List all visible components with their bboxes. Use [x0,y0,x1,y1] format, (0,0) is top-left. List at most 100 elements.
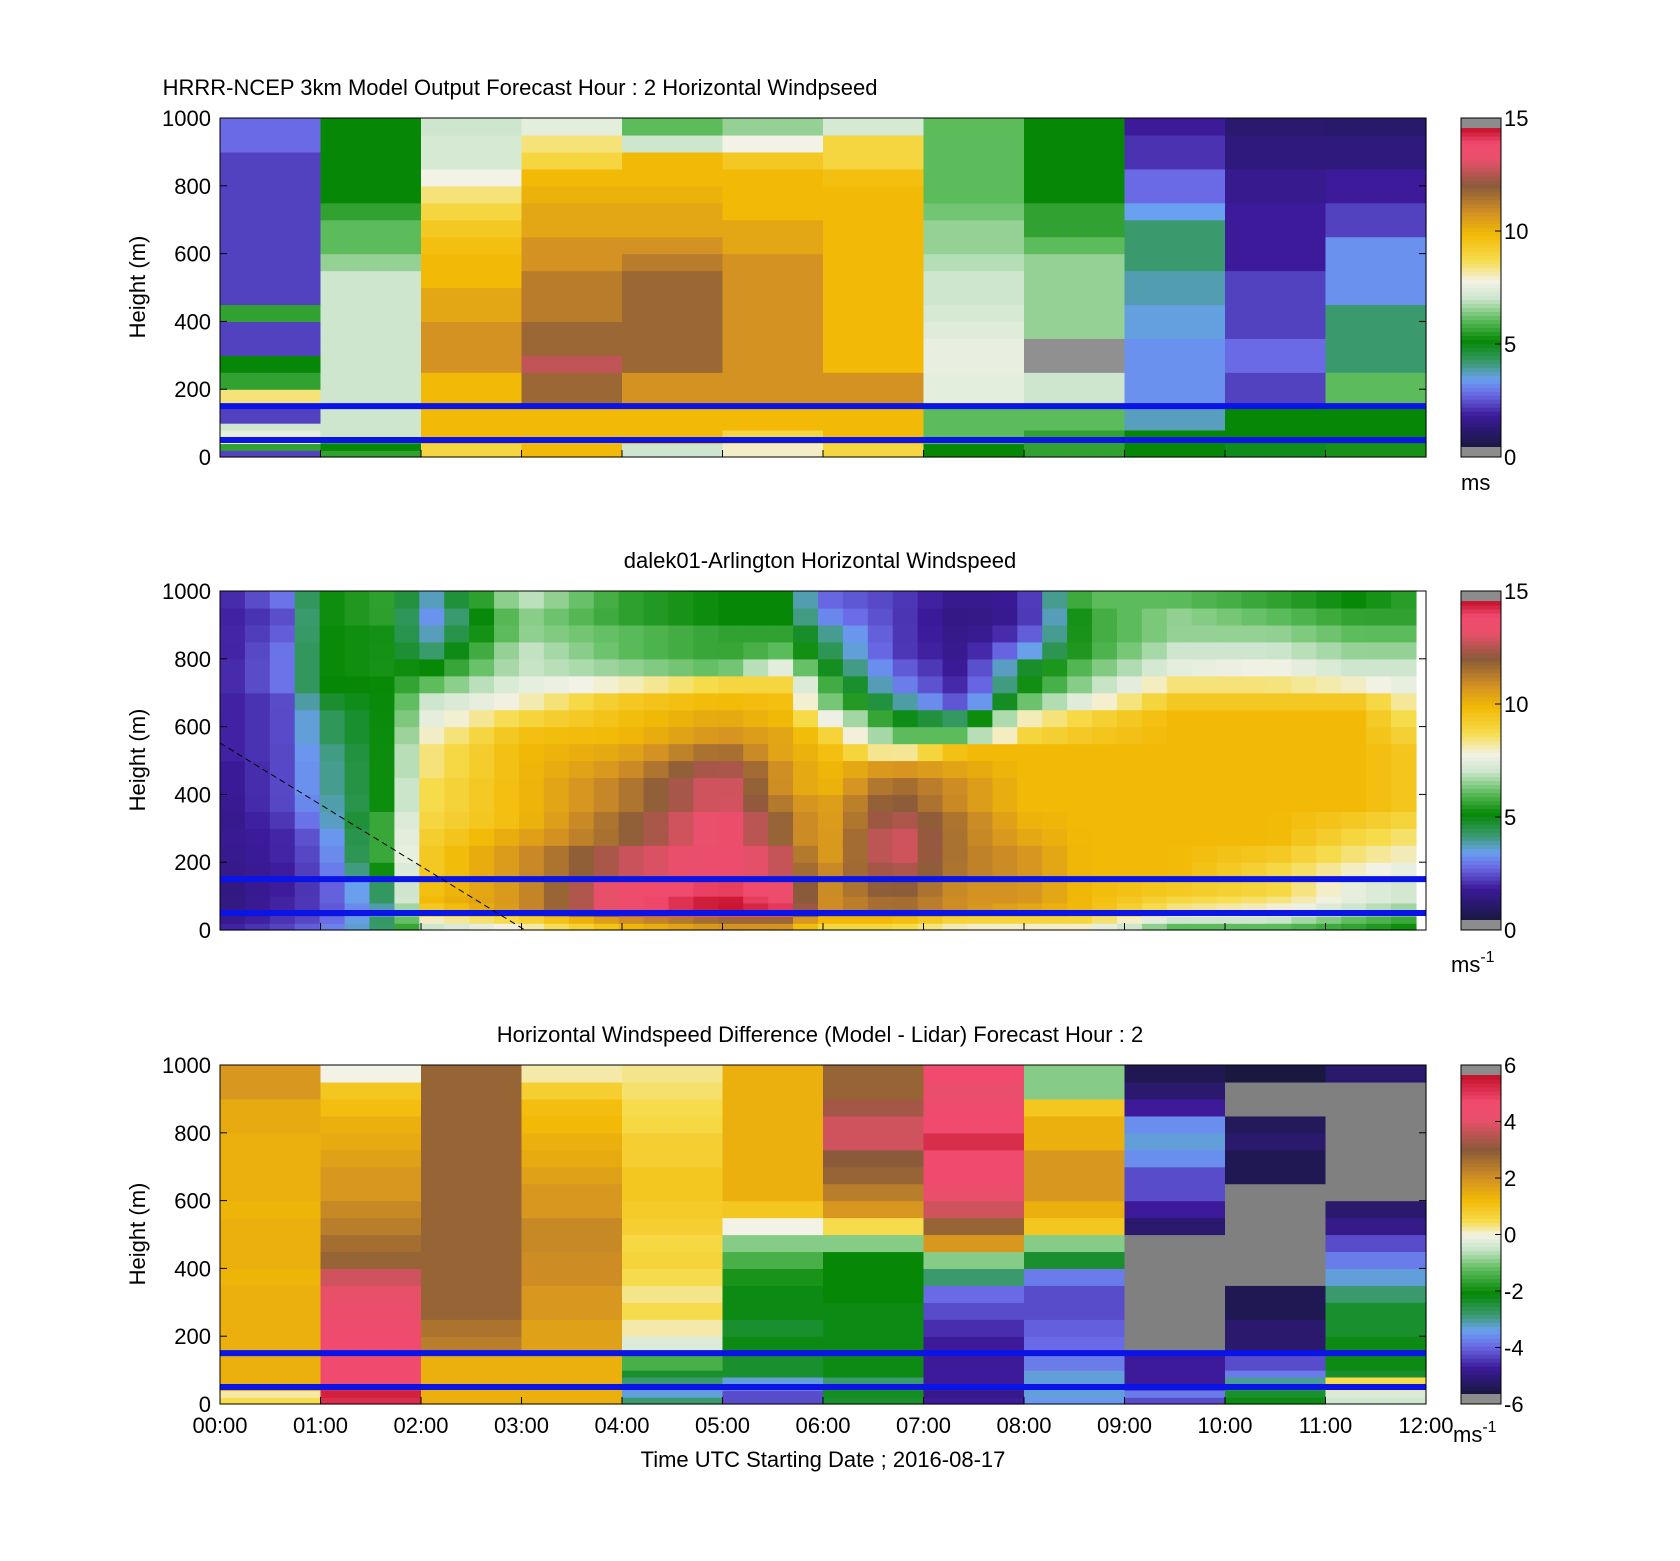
heatmap-cell [992,777,1018,795]
heatmap-cell [618,902,645,911]
heatmap-cell [269,916,296,924]
heatmap-cell [1092,624,1118,643]
heatmap-cell [1017,591,1043,609]
heatmap-cell [269,675,296,694]
heatmap-cell [1216,624,1243,643]
heatmap-cell [244,916,271,924]
heatmap-cell [1024,429,1126,438]
colorbar-step [1461,319,1501,324]
heatmap-cell [967,794,993,812]
heatmap-cell [722,134,824,153]
heatmap-cell [823,406,925,424]
heatmap-cell [1166,641,1193,660]
heatmap-cell [793,658,819,677]
heatmap-cell [543,675,570,694]
heatmap-cell [1166,760,1193,779]
heatmap-cell [444,916,470,924]
heatmap-cell [1092,709,1118,728]
heatmap-cell [320,1166,422,1185]
heatmap-cell [1116,743,1143,762]
heatmap-cell [743,862,769,880]
heatmap-cell [220,1200,322,1219]
heatmap-cell [394,862,420,880]
heatmap-cell [917,658,944,677]
heatmap-cell [743,760,769,779]
heatmap-cell [1225,406,1327,424]
heatmap-cell [793,777,819,795]
heatmap-cell [793,743,819,762]
heatmap-cell [421,1183,523,1202]
heatmap-cell [1124,253,1226,272]
heatmap-cell [421,1098,523,1117]
heatmap-cell [1124,304,1226,322]
heatmap-cell [568,862,595,880]
heatmap-cell [220,845,246,863]
heatmap-cell [867,760,894,779]
colorbar-step [1461,624,1501,630]
colorbar-step [1461,135,1501,141]
colorbar-step [1461,1310,1501,1315]
heatmap-cell [394,607,420,626]
heatmap-cell [1017,896,1043,904]
heatmap-cell [793,828,819,846]
heatmap-cell [494,743,520,762]
heatmap-cell [1291,902,1317,911]
heatmap-cell [817,624,844,643]
heatmap-cell [320,1390,422,1398]
heatmap-cell [842,811,869,829]
heatmap-cell [269,923,296,931]
heatmap-cell [1024,1285,1126,1303]
heatmap-cell [593,828,620,846]
heatmap-cell [1241,760,1268,779]
heatmap-cell [518,794,545,812]
heatmap-cell [743,607,769,626]
colorbar-step [1461,1194,1501,1200]
heatmap-cell [1391,828,1417,846]
heatmap-cell [319,923,346,931]
heatmap-cell [1225,304,1327,322]
heatmap-cell [568,641,595,660]
heatmap-cell [668,828,694,846]
heatmap-cell [1092,760,1118,779]
heatmap-cell [923,443,1025,451]
heatmap-cell [220,1183,322,1202]
heatmap-cell [942,879,969,897]
heatmap-cell [1124,151,1226,170]
heatmap-cell [1124,450,1226,458]
heatmap-cell [369,709,396,728]
heatmap-cell [1116,726,1143,745]
heatmap-cell [842,923,869,931]
heatmap-cell [923,151,1025,170]
heatmap-cell [521,1370,623,1378]
heatmap-cell [1366,709,1392,728]
colorbar-step [1461,784,1501,790]
heatmap-cell [1067,828,1093,846]
heatmap-cell [1042,641,1068,660]
heatmap-cell [1124,1319,1226,1337]
heatmap-cell [220,862,246,880]
heatmap-cell [1325,134,1427,153]
heatmap-cell [1024,1081,1126,1100]
colorbar-tick-label: 6 [1504,1053,1516,1078]
heatmap-cell [1225,1234,1327,1253]
heatmap-cell [793,794,819,812]
heatmap-cell [823,1065,925,1083]
heatmap-cell [369,726,396,745]
colorbar-step [1461,1322,1501,1327]
heatmap-cell [421,321,523,339]
heatmap-cell [1124,287,1226,306]
colorbar-step [1461,159,1501,165]
colorbar-step [1461,1178,1501,1184]
heatmap-cell [421,1370,523,1378]
colorbar-step [1461,1094,1501,1100]
heatmap-cell [320,202,422,221]
heatmap-cell [320,1149,422,1168]
colorbar-step [1461,195,1501,201]
heatmap-cell [419,743,445,762]
heatmap-cell [768,896,794,904]
heatmap-cell [817,902,844,911]
heatmap-cell [1216,675,1243,694]
colorbar-step [1461,856,1501,861]
heatmap-cell [521,1376,623,1385]
